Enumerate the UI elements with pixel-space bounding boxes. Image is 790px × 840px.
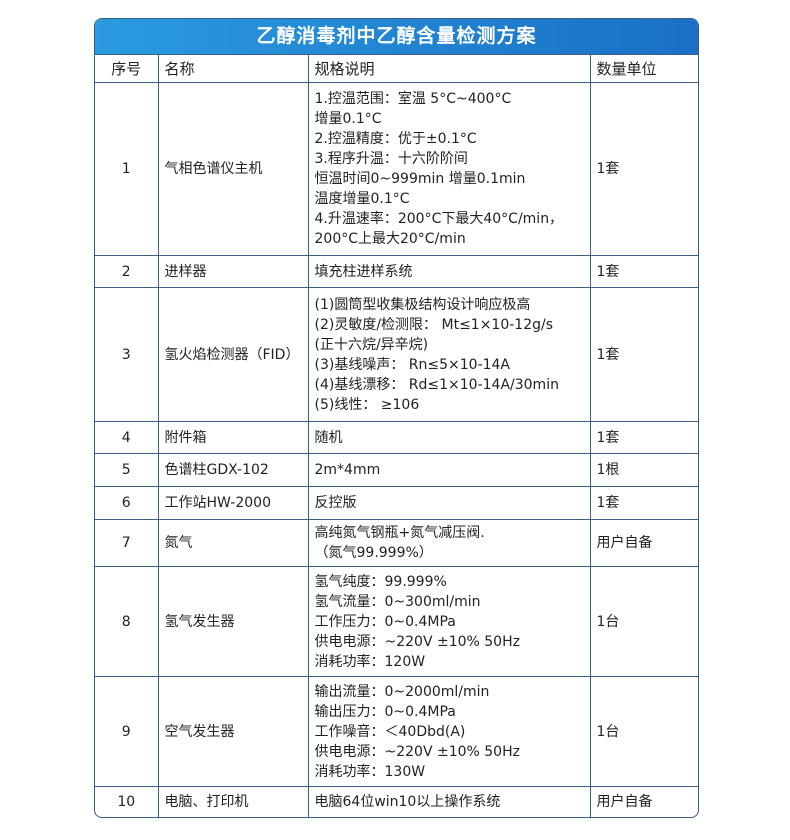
spec-line: 消耗功率：130W	[314, 763, 426, 780]
spec-cell: 2m*4mm	[307, 453, 591, 487]
table-row: 5 色谱柱GDX-102 2m*4mm 1根	[95, 453, 698, 487]
spec-line: 工作噪音：＜40Dbd(A)	[314, 723, 466, 740]
quantity-unit: 1套	[589, 287, 698, 422]
table-row: 6 工作站HW-2000 反控版 1套	[95, 486, 698, 520]
spec-line: (4)基线漂移： Rd≤1×10-14A/30min	[314, 376, 559, 393]
quantity-unit: 1台	[589, 676, 698, 787]
row-number: 6	[95, 486, 159, 520]
spec-line: 增量0.1°C	[314, 111, 382, 127]
item-name: 附件箱	[157, 421, 309, 454]
quantity-unit: 用户自备	[589, 519, 698, 567]
spec-cell: 填充柱进样系统	[307, 255, 591, 288]
spec-line: 输出流量：0~2000ml/min	[314, 683, 490, 700]
spec-cell: 氢气纯度：99.999% 氢气流量：0~300ml/min 工作压力：0~0.4MP…	[307, 566, 591, 677]
item-name: 氢火焰检测器（FID）	[157, 287, 309, 422]
spec-line: (2)灵敏度/检测限： Mt≤1×10-12g/s	[314, 316, 554, 333]
spec-line: 恒温时间0~999min 增量0.1min	[314, 171, 526, 187]
quantity-unit: 1套	[589, 82, 698, 256]
spec-line: 工作压力：0~0.4MPa	[314, 613, 456, 630]
row-number: 3	[95, 287, 159, 422]
table-row: 4 附件箱 随机 1套	[95, 421, 698, 454]
table-row: 8 氢气发生器 氢气纯度：99.999% 氢气流量：0~300ml/min 工作压力：0…	[95, 566, 698, 677]
spec-line: 消耗功率：120W	[314, 653, 426, 670]
spec-line: 填充柱进样系统	[314, 263, 413, 280]
item-name: 氮气	[157, 519, 309, 567]
table-row: 1 气相色谱仪主机 1.控温范围：室温 5°C~400°C 增量0.1°C 2.控温精度…	[95, 82, 698, 256]
item-name: 气相色谱仪主机	[157, 82, 309, 256]
spec-line: 1.控温范围：室温 5°C~400°C	[314, 91, 512, 107]
plan-table-container: 乙醇消毒剂中乙醇含量检测方案 序号 名称 规格说明 数量单位 1 气相色谱仪主机 1…	[94, 18, 699, 818]
row-number: 4	[95, 421, 159, 454]
spec-line: 高纯氮气钢瓶+氮气减压阀.	[314, 525, 485, 541]
item-name: 工作站HW-2000	[157, 486, 309, 520]
row-number: 8	[95, 566, 159, 677]
quantity-unit: 用户自备	[589, 786, 698, 817]
item-name: 进样器	[157, 255, 309, 288]
table-row: 7 氮气 高纯氮气钢瓶+氮气减压阀. （氮气99.999%） 用户自备	[95, 519, 698, 567]
header-row: 序号 名称 规格说明 数量单位	[95, 54, 698, 83]
quantity-unit: 1台	[589, 566, 698, 677]
spec-cell: 电脑64位win10以上操作系统	[307, 786, 591, 817]
item-name: 空气发生器	[157, 676, 309, 787]
quantity-unit: 1套	[589, 421, 698, 454]
spec-line: 电脑64位win10以上操作系统	[314, 793, 501, 810]
table-row: 3 氢火焰检测器（FID） (1)圆筒型收集极结构设计响应极高 (2)灵敏度/检测限：…	[95, 287, 698, 422]
spec-line: 输出压力：0~0.4MPa	[314, 703, 456, 720]
item-name: 电脑、打印机	[157, 786, 309, 817]
spec-line: 氢气流量：0~300ml/min	[314, 593, 481, 610]
spec-line: 3.程序升温：十六阶阶间	[314, 151, 468, 167]
spec-cell: (1)圆筒型收集极结构设计响应极高 (2)灵敏度/检测限： Mt≤1×10-12g…	[307, 287, 591, 422]
table-row: 9 空气发生器 输出流量：0~2000ml/min 输出压力：0~0.4MPa 工作噪音…	[95, 676, 698, 787]
header-spec: 规格说明	[307, 54, 591, 83]
item-name: 色谱柱GDX-102	[157, 453, 309, 487]
table-row: 2 进样器 填充柱进样系统 1套	[95, 255, 698, 288]
row-number: 10	[95, 786, 159, 817]
quantity-unit: 1套	[589, 486, 698, 520]
row-number: 1	[95, 82, 159, 256]
header-qty: 数量单位	[589, 54, 698, 83]
row-number: 7	[95, 519, 159, 567]
table-row: 10 电脑、打印机 电脑64位win10以上操作系统 用户自备	[95, 786, 698, 817]
header-no: 序号	[95, 54, 159, 83]
quantity-unit: 1根	[589, 453, 698, 487]
spec-cell: 随机	[307, 421, 591, 454]
table-title: 乙醇消毒剂中乙醇含量检测方案	[95, 19, 698, 54]
spec-line: 反控版	[314, 495, 357, 511]
spec-line: 供电电源：~220V ±10% 50Hz	[314, 743, 520, 760]
spec-line: 2m*4mm	[314, 462, 381, 478]
spec-line: 温度增量0.1°C	[314, 191, 410, 207]
spec-line: 4.升温速率：200°C下最大40°C/min，	[314, 211, 564, 227]
spec-line: 随机	[314, 429, 343, 446]
spec-line: (正十六烷/异辛烷)	[314, 336, 429, 353]
spec-cell: 1.控温范围：室温 5°C~400°C 增量0.1°C 2.控温精度：优于±0.1°…	[307, 82, 591, 256]
spec-line: (5)线性： ≥106	[314, 396, 420, 413]
spec-line: (3)基线噪声： Rn≤5×10-14A	[314, 356, 511, 373]
header-name: 名称	[157, 54, 309, 83]
equipment-table: 序号 名称 规格说明 数量单位 1 气相色谱仪主机 1.控温范围：室温 5°C~40…	[95, 54, 698, 817]
spec-line: 氢气纯度：99.999%	[314, 573, 447, 590]
spec-line: 2.控温精度：优于±0.1°C	[314, 131, 477, 147]
spec-cell: 反控版	[307, 486, 591, 520]
row-number: 5	[95, 453, 159, 487]
row-number: 9	[95, 676, 159, 787]
row-number: 2	[95, 255, 159, 288]
spec-line: 200°C上最大20°C/min	[314, 231, 466, 247]
spec-line: （氮气99.999%）	[314, 545, 433, 561]
spec-line: (1)圆筒型收集极结构设计响应极高	[314, 296, 531, 313]
spec-cell: 高纯氮气钢瓶+氮气减压阀. （氮气99.999%）	[307, 519, 591, 567]
spec-line: 供电电源：~220V ±10% 50Hz	[314, 633, 520, 650]
item-name: 氢气发生器	[157, 566, 309, 677]
quantity-unit: 1套	[589, 255, 698, 288]
spec-cell: 输出流量：0~2000ml/min 输出压力：0~0.4MPa 工作噪音：＜40Db…	[307, 676, 591, 787]
